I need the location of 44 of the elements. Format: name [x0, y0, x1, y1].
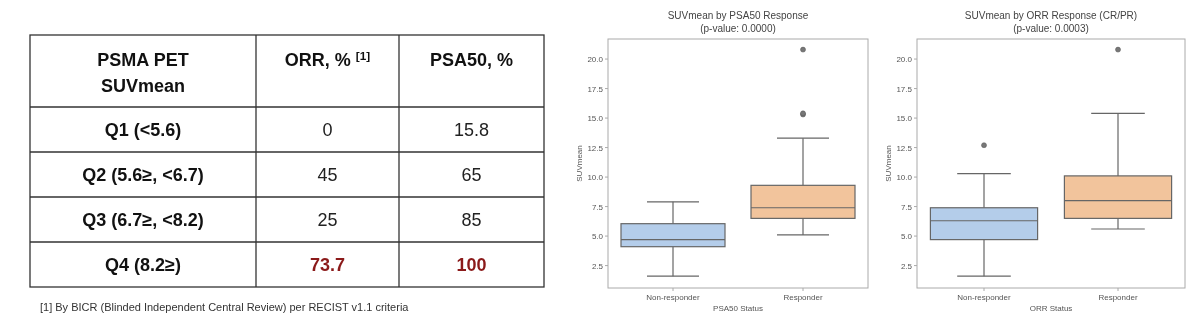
- x-tick-label: Responder: [783, 293, 823, 302]
- y-tick-label: 17.5: [896, 84, 913, 94]
- x-tick-label: Non-responder: [957, 293, 1012, 302]
- y-tick-label: 5.0: [591, 232, 604, 242]
- y-tick-label: 15.0: [896, 114, 913, 124]
- y-tick-label: 10.0: [587, 173, 604, 183]
- y-tick-label: 20.0: [587, 55, 604, 65]
- chart-subtitle: (p-value: 0.0000): [700, 23, 776, 34]
- text: ORR, % $^{[1]}$: [284, 48, 371, 70]
- x-tick-label: Non-responder: [646, 293, 701, 302]
- category-label: Q4 (8.2≥): [105, 255, 181, 275]
- category-label: Q3 (6.7≥, <8.2): [82, 210, 204, 230]
- category-label: Q1 (<5.6): [104, 120, 182, 140]
- data-label: 85: [461, 210, 482, 230]
- data-label: 65: [461, 165, 482, 185]
- chart-subtitle: (p-value: 0.0003): [1013, 23, 1089, 34]
- chart-title: SUVmean by ORR Response (CR/PR): [964, 10, 1138, 21]
- y-tick-label: 17.5: [587, 84, 604, 94]
- data-label: 0: [322, 120, 333, 140]
- chart-title: SUVmean by PSA50 Response: [667, 10, 809, 21]
- y-tick-label: 20.0: [896, 55, 913, 65]
- text: PSA50, %: [429, 50, 514, 70]
- y-tick-label: 15.0: [587, 114, 604, 124]
- y-tick-label: 2.5: [900, 261, 913, 271]
- y-tick-label: 10.0: [896, 173, 913, 183]
- data-label: 25: [317, 210, 338, 230]
- category-label: Q2 (5.6≥, <6.7): [82, 165, 204, 185]
- y-tick-label: 12.5: [587, 143, 604, 153]
- data-label: 73.7: [309, 255, 346, 275]
- y-tick-label: 7.5: [591, 202, 604, 212]
- x-axis-title: ORR Status: [1029, 304, 1073, 313]
- y-tick-label: 2.5: [591, 261, 604, 271]
- y-tick-label: 12.5: [896, 143, 913, 153]
- data-label: 100: [456, 255, 487, 275]
- x-tick-label: Responder: [1098, 293, 1138, 302]
- data-label: 45: [317, 165, 338, 185]
- y-tick-label: 5.0: [900, 232, 913, 242]
- x-axis-title: PSA50 Status: [713, 304, 763, 313]
- y-axis-title: SUVmean: [884, 145, 893, 182]
- y-tick-label: 7.5: [900, 202, 913, 212]
- text: PSMA PET SUVmean: [97, 50, 189, 96]
- y-axis-title: SUVmean: [575, 145, 584, 182]
- data-label: 15.8: [453, 120, 490, 140]
- text: [1] By BICR (Blinded Independent Central Review) per RECIST v1.1 criteria: [40, 301, 410, 313]
